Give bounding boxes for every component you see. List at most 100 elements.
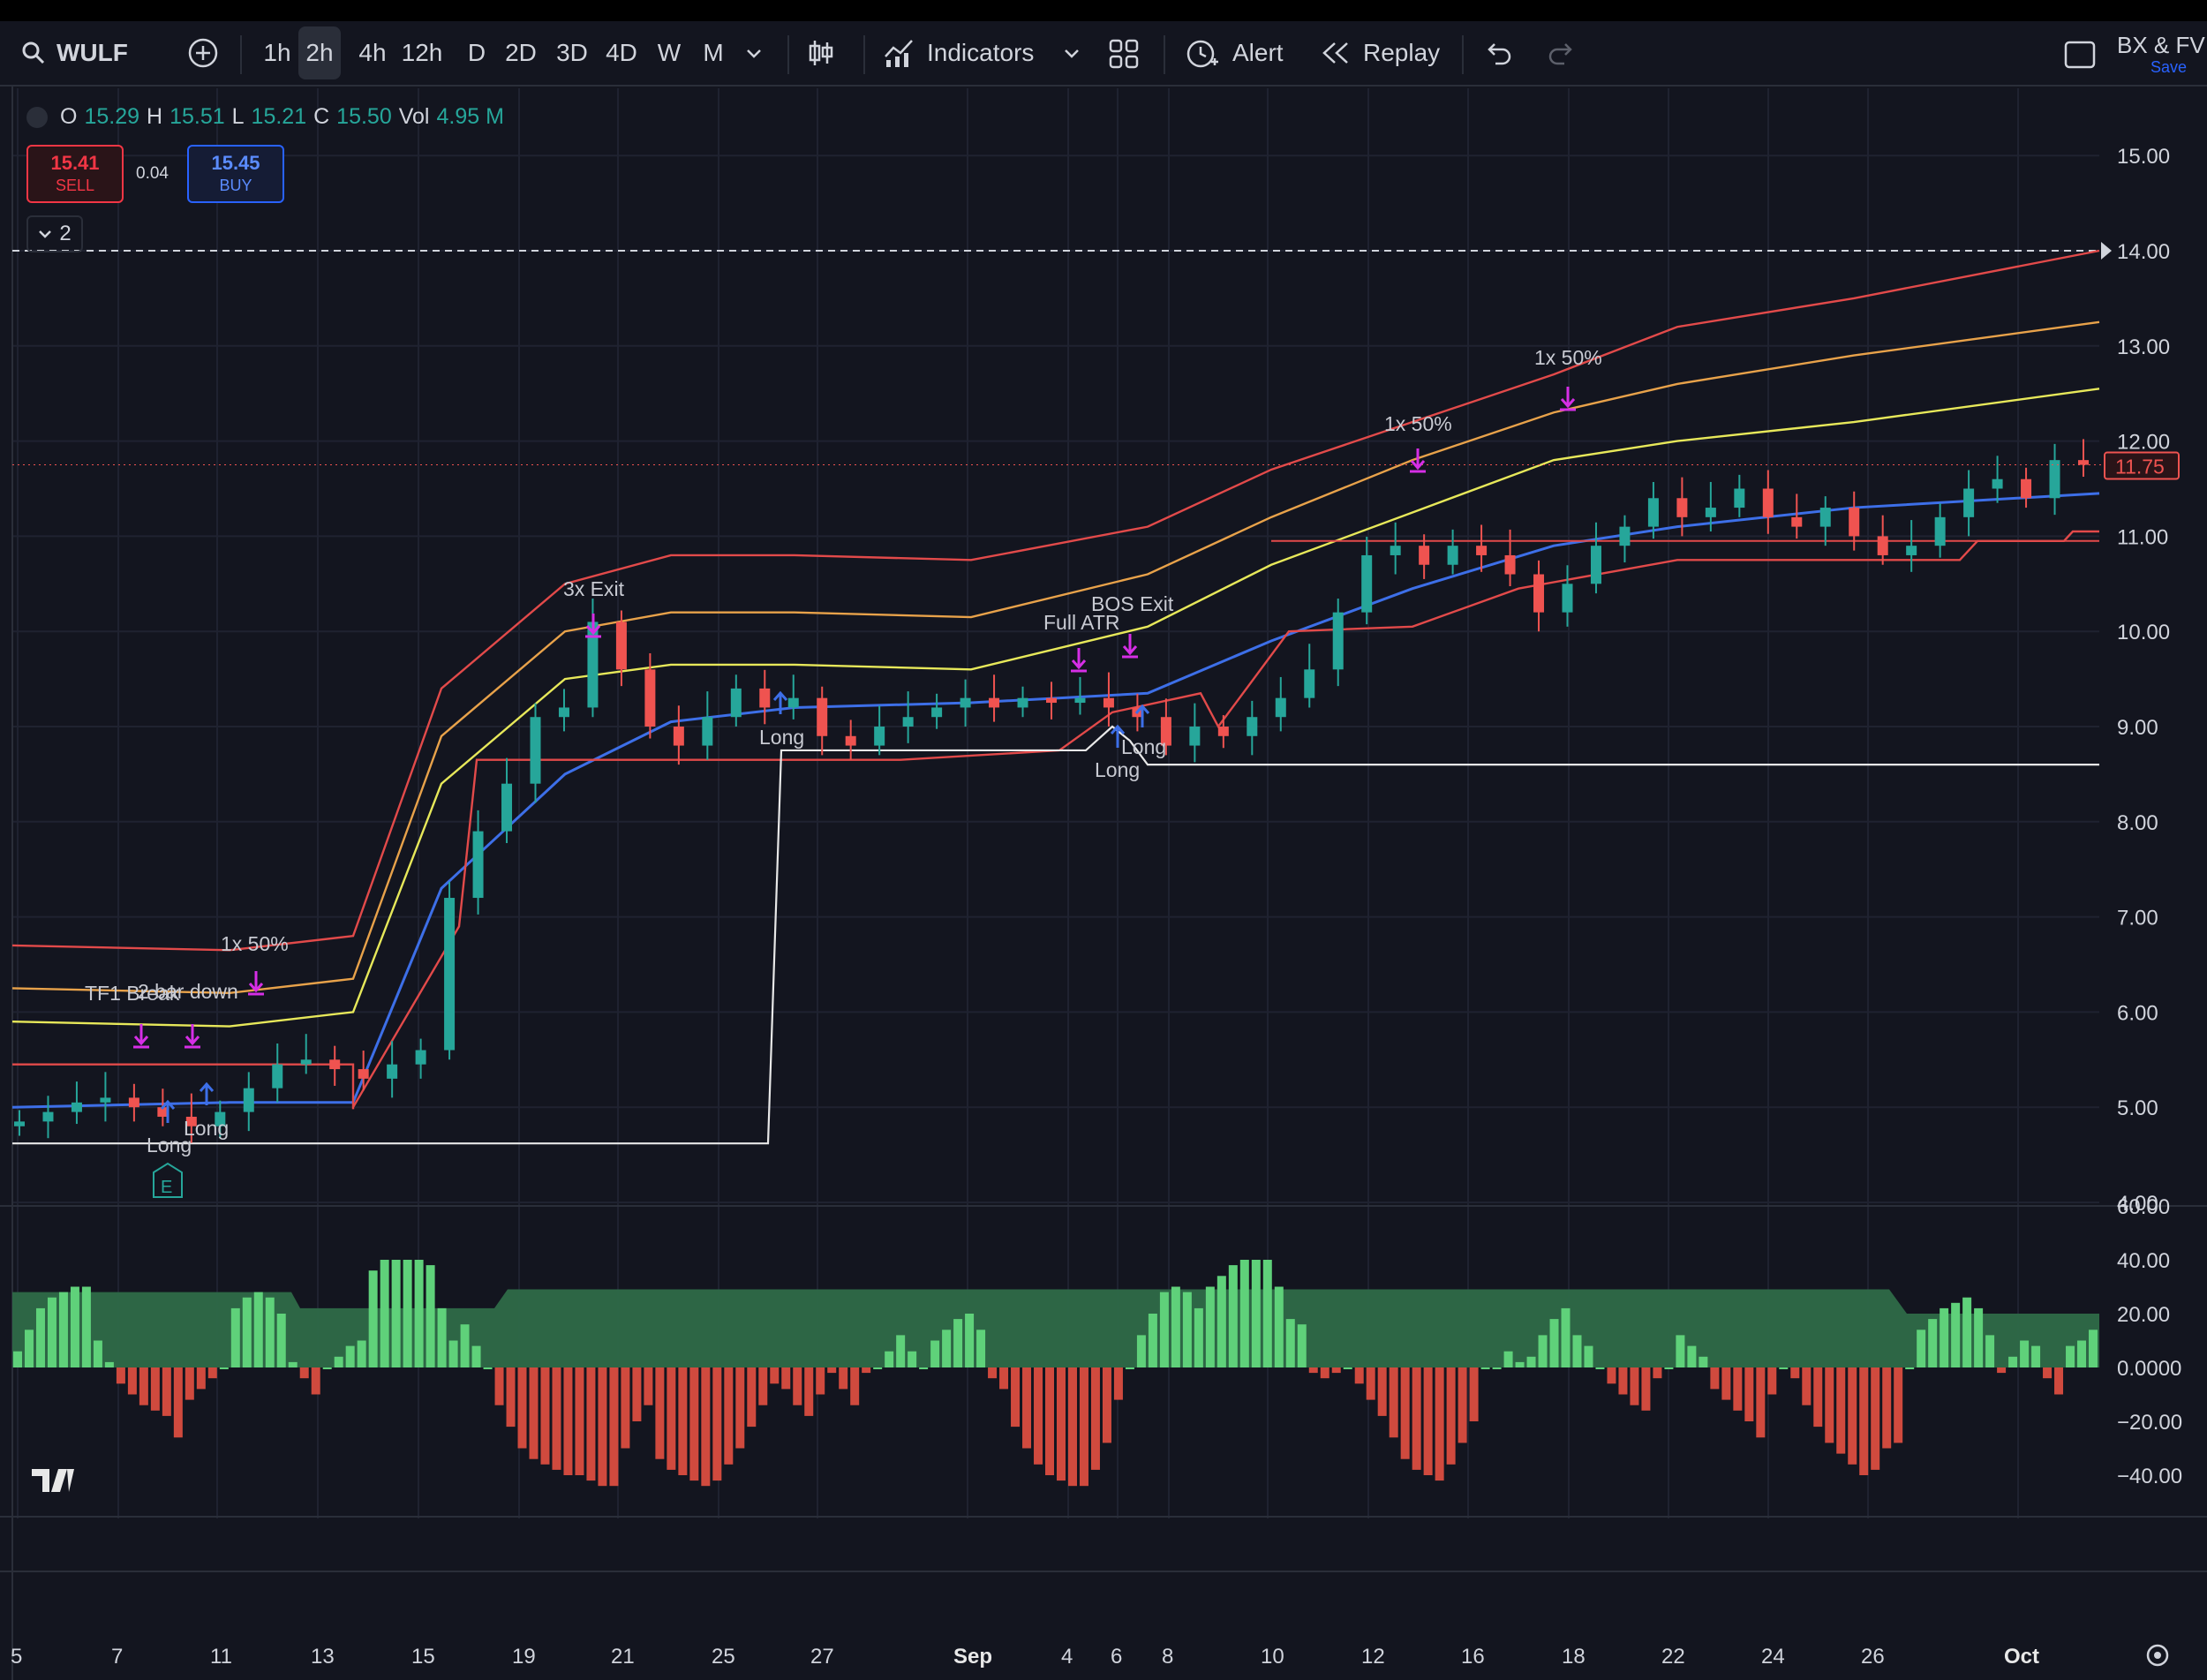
candle-body[interactable] [2049, 460, 2060, 499]
candle-body[interactable] [1762, 488, 1774, 517]
candle-body[interactable] [1103, 697, 1114, 708]
candle-body[interactable] [989, 697, 1000, 708]
candle-body[interactable] [673, 727, 684, 746]
candle-body[interactable] [960, 697, 971, 708]
candle-body[interactable] [185, 1116, 197, 1126]
candle-body[interactable] [1590, 546, 1601, 584]
candle-body[interactable] [845, 735, 856, 746]
candle-body[interactable] [472, 831, 484, 899]
interval-1h[interactable]: 1h [263, 39, 291, 66]
candle-body[interactable] [1819, 508, 1831, 527]
candle-body[interactable] [100, 1097, 111, 1103]
price-chart[interactable]: 15.00 14.00 13.00 12.00 11.00 10.00 9.00 8.00 7.… [0, 87, 2207, 1680]
candle-body[interactable] [702, 717, 713, 746]
add-symbol-icon[interactable] [187, 37, 219, 69]
candle-body[interactable] [1734, 488, 1745, 509]
candle-body[interactable] [1877, 536, 1888, 555]
candle-body[interactable] [874, 727, 885, 746]
candle-body[interactable] [931, 707, 943, 718]
candle-body[interactable] [1447, 546, 1458, 565]
candle-body[interactable] [1619, 526, 1631, 546]
candle-body[interactable] [1533, 574, 1545, 613]
candle-body[interactable] [1963, 488, 1975, 517]
candle-body[interactable] [759, 688, 771, 708]
candle-body[interactable] [558, 707, 569, 718]
candle-body[interactable] [1332, 612, 1344, 670]
candle-body[interactable] [1504, 554, 1516, 575]
candle-body[interactable] [730, 688, 742, 718]
candle-body[interactable] [615, 622, 627, 670]
undo-icon[interactable] [1483, 39, 1513, 65]
candle-body[interactable] [1562, 584, 1573, 613]
interval-2h[interactable]: 2h [298, 26, 341, 79]
candle-body[interactable] [1046, 697, 1057, 704]
candle-body[interactable] [1361, 554, 1373, 613]
settings-gear-icon[interactable] [2146, 1644, 2169, 1667]
candle-body[interactable] [1906, 546, 1917, 555]
candle-body[interactable] [1160, 717, 1171, 746]
interval-12h[interactable]: 12h [401, 39, 443, 66]
interval-4d[interactable]: 4D [606, 39, 637, 66]
replay-button[interactable]: Replay [1321, 21, 1440, 85]
interval-2d[interactable]: 2D [505, 39, 537, 66]
layout-name[interactable]: BX & FV [2117, 32, 2205, 58]
candle-body[interactable] [329, 1059, 341, 1070]
sell-button[interactable]: 15.41 SELL [26, 145, 124, 203]
candle-body[interactable] [1275, 697, 1286, 718]
candle-style-icon[interactable] [805, 37, 837, 69]
redo-icon[interactable] [1547, 39, 1577, 65]
alert-button[interactable]: Alert [1185, 21, 1284, 85]
candle-body[interactable] [1247, 717, 1258, 736]
candle-body[interactable] [1647, 498, 1659, 527]
candle-body[interactable] [14, 1121, 25, 1126]
symbol-search[interactable]: WULF [21, 21, 128, 85]
candle-body[interactable] [387, 1064, 398, 1079]
collapse-legend-icon[interactable] [26, 106, 48, 128]
candle-body[interactable] [444, 898, 456, 1051]
candle-body[interactable] [1304, 669, 1315, 698]
interval-w[interactable]: W [657, 39, 682, 66]
candle-body[interactable] [1217, 727, 1229, 736]
save-button[interactable]: Save [2151, 58, 2188, 76]
chevron-down-icon[interactable] [1059, 41, 1084, 65]
candle-body[interactable] [1676, 498, 1688, 517]
settings-gear-icon[interactable] [2154, 1652, 2161, 1659]
candle-body[interactable] [42, 1111, 54, 1122]
candle-body[interactable] [1476, 546, 1488, 555]
candle-body[interactable] [587, 622, 599, 708]
candle-body[interactable] [272, 1064, 283, 1089]
candle-body[interactable] [1849, 508, 1860, 537]
interval-m[interactable]: M [703, 39, 724, 66]
candle-body[interactable] [817, 697, 828, 736]
indicators-button[interactable]: Indicators [883, 21, 1034, 85]
interval-d[interactable]: D [467, 39, 486, 66]
indicators-toggle[interactable]: 2 [26, 215, 83, 252]
candle-body[interactable] [644, 669, 656, 727]
candle-body[interactable] [1419, 546, 1430, 565]
candle-body[interactable] [215, 1111, 226, 1126]
layout-grid-icon[interactable] [1109, 39, 1139, 69]
candle-body[interactable] [358, 1069, 369, 1079]
candle-body[interactable] [71, 1102, 82, 1112]
candle-body[interactable] [1705, 508, 1716, 517]
candle-body[interactable] [1017, 697, 1028, 708]
candle-body[interactable] [1934, 516, 1946, 546]
interval-4h[interactable]: 4h [358, 39, 387, 66]
candle-body[interactable] [1189, 727, 1201, 746]
candle-body[interactable] [243, 1088, 254, 1112]
chevron-down-icon[interactable] [742, 41, 766, 65]
candle-body[interactable] [2021, 478, 2032, 499]
candle-body[interactable] [530, 717, 541, 784]
candle-body[interactable] [157, 1107, 169, 1117]
candle-body[interactable] [1390, 546, 1401, 555]
earnings-icon[interactable] [153, 1162, 183, 1198]
candle-body[interactable] [1791, 516, 1803, 527]
candle-body[interactable] [501, 783, 513, 832]
candle-body[interactable] [2078, 460, 2089, 465]
candle-body[interactable] [1992, 478, 2003, 489]
candle-body[interactable] [902, 717, 914, 727]
layout-window-icon[interactable] [2064, 41, 2096, 69]
candle-body[interactable] [787, 697, 799, 708]
interval-3d[interactable]: 3D [556, 39, 588, 66]
candle-body[interactable] [128, 1097, 139, 1108]
